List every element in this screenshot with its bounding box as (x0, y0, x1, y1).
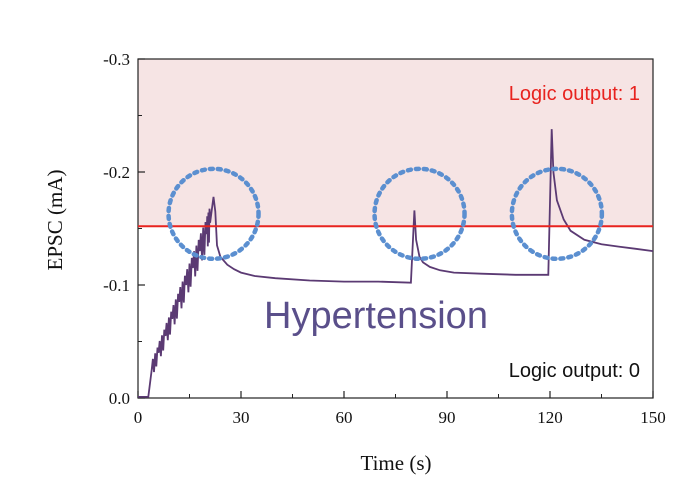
logic-output-0-label: Logic output: 0 (509, 360, 640, 382)
x-tick-label: 90 (439, 408, 456, 427)
y-tick-label: 0.0 (109, 389, 130, 408)
logic-output-1-label: Logic output: 1 (509, 83, 640, 105)
logic-high-region (138, 59, 653, 227)
highlight-circles (166, 166, 605, 262)
highlight-circle (166, 166, 261, 262)
epsc-series-line (138, 129, 654, 398)
highlight-circle (509, 166, 605, 262)
x-tick-label: 30 (233, 408, 250, 427)
x-tick-label: 150 (640, 408, 666, 427)
highlight-circle (372, 166, 467, 262)
y-axis-title: EPSC (mA) (43, 170, 67, 271)
axis-ticks (137, 58, 654, 399)
tick-labels: 0 30 60 90 120 150 0.0 -0.1 -0.2 -0.3 (103, 50, 666, 427)
x-axis-title: Time (s) (361, 451, 432, 475)
y-tick-label: -0.3 (103, 50, 130, 69)
y-tick-label: -0.2 (103, 163, 130, 182)
x-tick-label: 120 (537, 408, 563, 427)
x-tick-label: 60 (336, 408, 353, 427)
x-tick-label: 0 (134, 408, 143, 427)
hypertension-label: Hypertension (264, 295, 488, 337)
y-tick-label: -0.1 (103, 276, 130, 295)
